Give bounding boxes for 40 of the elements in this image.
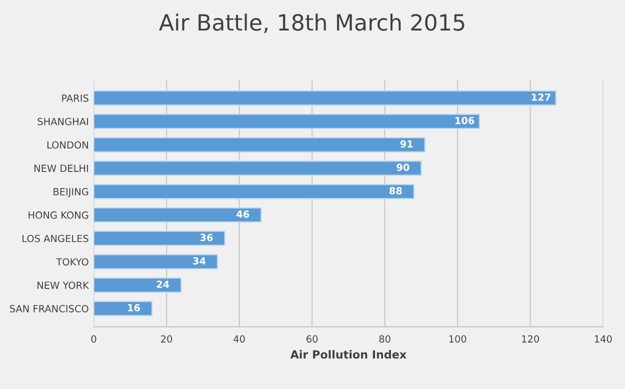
data-label: 34	[193, 257, 206, 265]
data-label: 90	[396, 164, 410, 171]
bar	[94, 230, 226, 246]
y-tick-label: SHANGHAI	[38, 118, 88, 126]
bar	[94, 184, 414, 200]
x-tick-label: 80	[379, 335, 390, 343]
data-label: 88	[390, 187, 402, 194]
y-tick-label: NEW DELHI	[34, 164, 88, 172]
bar	[94, 254, 218, 270]
bar	[94, 114, 480, 129]
data-label: 46	[236, 210, 250, 218]
y-tick-label: NEW YORK	[38, 282, 90, 289]
data-label: 91	[400, 140, 413, 148]
data-label: 127	[532, 93, 550, 101]
bar	[94, 90, 556, 106]
bar	[94, 160, 422, 176]
x-tick-label: 0	[91, 335, 96, 343]
data-label: 106	[456, 116, 474, 124]
chart-title: Air Battle, 18th March 2015	[159, 14, 464, 34]
bar	[94, 137, 426, 152]
data-label: 36	[200, 234, 213, 242]
x-tick-label: 140	[594, 335, 612, 343]
y-tick-label: TOKYO	[56, 258, 88, 266]
x-tick-label: 100	[449, 335, 466, 343]
y-tick-label: SAN FRANCISCO	[10, 304, 88, 312]
bar	[94, 207, 262, 223]
y-tick-label: BEIJING	[54, 188, 88, 198]
x-tick-label: 40	[234, 335, 245, 343]
x-tick-label: 20	[161, 335, 172, 343]
data-label: 24	[156, 280, 170, 288]
y-tick-label: HONG KONG	[28, 211, 88, 219]
data-label: 16	[128, 304, 140, 312]
x-tick-label: 120	[522, 335, 539, 343]
bar	[94, 278, 182, 293]
bar	[94, 300, 153, 316]
y-tick-label: PARIS	[62, 94, 88, 102]
x-axis-title: Air Pollution Index	[290, 350, 406, 359]
y-tick-label: LONDON	[47, 141, 88, 149]
x-tick-label: 60	[306, 335, 318, 343]
y-tick-label: LOS ANGELES	[22, 234, 88, 242]
